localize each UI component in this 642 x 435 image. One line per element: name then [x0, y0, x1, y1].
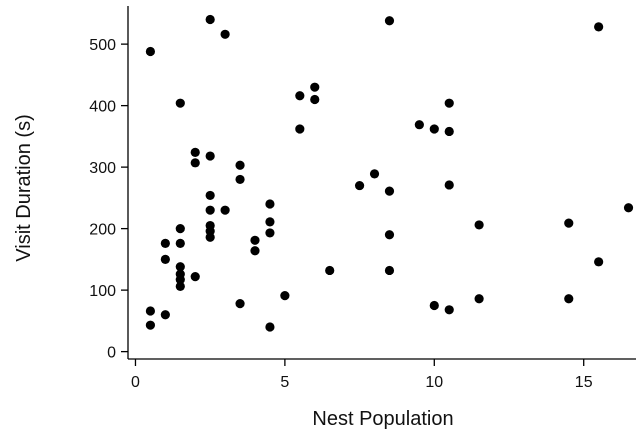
data-point [220, 205, 230, 215]
data-point [594, 257, 604, 267]
data-point [145, 320, 156, 330]
data-point [175, 262, 185, 272]
data-point [205, 14, 215, 25]
data-point [474, 294, 484, 304]
data-point [145, 306, 156, 316]
data-point [160, 310, 170, 320]
data-point [175, 98, 185, 108]
y-tick-label: 400 [89, 99, 116, 116]
data-point [429, 300, 439, 311]
data-point [310, 94, 320, 105]
data-point [384, 230, 395, 240]
data-point [474, 220, 484, 230]
data-point [564, 218, 574, 228]
y-tick-label: 500 [89, 37, 116, 54]
data-point [295, 91, 305, 101]
data-point [623, 203, 634, 213]
x-tick-label: 10 [425, 374, 443, 391]
y-tick-label: 300 [89, 160, 116, 177]
data-point [235, 299, 245, 309]
data-point [175, 275, 185, 285]
data-point [205, 205, 215, 215]
x-ticks: 0 5 10 15 [131, 359, 593, 391]
data-point [205, 190, 215, 201]
data-point [414, 120, 424, 130]
data-point [444, 126, 454, 137]
data-point [384, 186, 395, 196]
data-point [265, 322, 275, 332]
data-points [145, 14, 634, 332]
data-point [220, 29, 230, 39]
data-point [384, 265, 395, 276]
data-point [250, 235, 260, 245]
x-tick-label: 15 [575, 374, 593, 391]
data-point [444, 98, 454, 108]
data-point [369, 169, 380, 179]
x-axis-title: Nest Population [312, 408, 453, 430]
data-point [160, 238, 170, 248]
data-point [205, 232, 215, 242]
x-tick-label: 5 [280, 374, 289, 391]
data-point [444, 180, 454, 190]
data-point [250, 246, 260, 256]
data-point [190, 271, 200, 282]
data-point [429, 124, 439, 134]
data-point [354, 180, 365, 191]
y-tick-label: 100 [89, 283, 116, 300]
data-point [190, 147, 200, 157]
data-point [205, 151, 215, 161]
axes [127, 6, 636, 360]
data-point [235, 160, 245, 170]
data-point [384, 16, 395, 26]
x-tick-label: 0 [131, 374, 140, 391]
data-point [564, 294, 574, 304]
data-point [295, 124, 305, 134]
data-point [175, 281, 185, 292]
data-point [265, 217, 275, 227]
data-point [280, 291, 290, 301]
data-point [175, 238, 185, 248]
data-point [265, 228, 275, 238]
data-point [145, 46, 156, 57]
data-point [310, 82, 320, 92]
data-point [325, 265, 335, 276]
data-point [444, 305, 454, 315]
data-point [594, 22, 604, 32]
data-point [190, 158, 200, 168]
y-tick-label: 0 [107, 345, 116, 362]
y-tick-label: 200 [89, 222, 116, 239]
data-point [160, 254, 170, 264]
y-ticks: 0 100 200 300 400 500 [89, 37, 128, 362]
data-point [175, 224, 185, 234]
y-axis-title: Visit Duration (s) [13, 114, 35, 261]
data-point [265, 199, 275, 209]
data-point [235, 174, 245, 185]
